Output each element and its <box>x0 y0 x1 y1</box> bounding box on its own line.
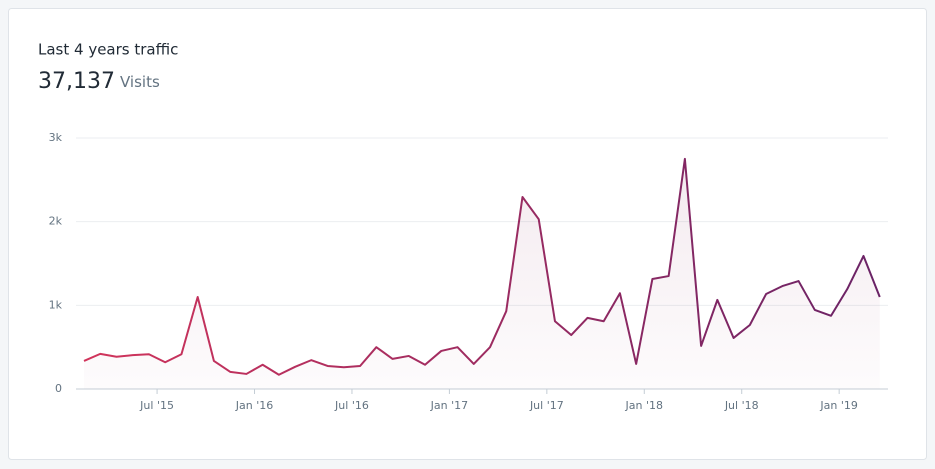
total: 37,137 Visits <box>38 69 160 94</box>
area <box>84 158 880 389</box>
line <box>83 157 881 376</box>
x-tick-label: Jan '17 <box>430 399 468 412</box>
x-tick-label: Jul '17 <box>529 399 564 412</box>
y-tick-label: 3k <box>49 131 63 144</box>
x-tick-label: Jan '16 <box>235 399 273 412</box>
x-tick-label: Jan '18 <box>625 399 663 412</box>
x-tick-label: Jul '16 <box>334 399 369 412</box>
y-tick-label: 0 <box>55 382 62 395</box>
x-tick-label: Jul '15 <box>139 399 174 412</box>
total-value: 37,137 <box>38 69 115 94</box>
y-tick-label: 1k <box>49 298 63 311</box>
x-tick-label: Jan '19 <box>819 399 857 412</box>
y-tick-label: 2k <box>49 215 63 228</box>
total-unit: Visits <box>120 73 160 91</box>
x-tick-label: Jul '18 <box>724 399 759 412</box>
card-title: Last 4 years traffic <box>38 41 178 59</box>
